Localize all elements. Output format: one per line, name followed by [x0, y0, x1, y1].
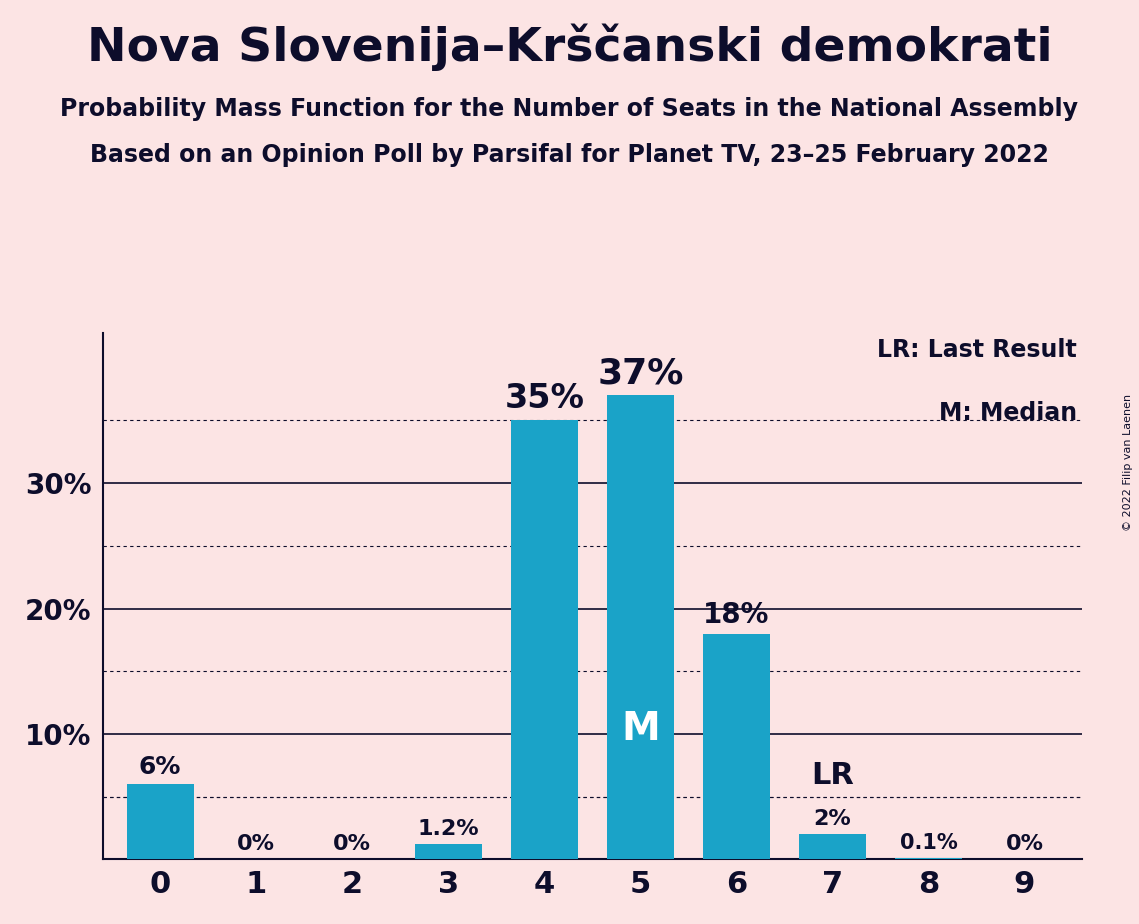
Bar [607, 395, 674, 859]
Text: M: M [621, 711, 659, 748]
Text: Probability Mass Function for the Number of Seats in the National Assembly: Probability Mass Function for the Number… [60, 97, 1079, 121]
Text: 35%: 35% [505, 383, 584, 416]
Text: 2%: 2% [813, 809, 851, 829]
Text: M: Median: M: Median [939, 401, 1077, 425]
Bar [798, 834, 866, 859]
Bar [895, 858, 962, 859]
Bar [703, 634, 770, 859]
Text: Based on an Opinion Poll by Parsifal for Planet TV, 23–25 February 2022: Based on an Opinion Poll by Parsifal for… [90, 143, 1049, 167]
Text: Nova Slovenija–Krščanski demokrati: Nova Slovenija–Krščanski demokrati [87, 23, 1052, 70]
Text: LR: LR [811, 761, 854, 790]
Text: 0%: 0% [334, 834, 371, 855]
Bar [510, 420, 577, 859]
Text: 1.2%: 1.2% [417, 820, 480, 839]
Text: 37%: 37% [597, 357, 683, 390]
Bar [415, 845, 482, 859]
Text: 6%: 6% [139, 755, 181, 779]
Text: 18%: 18% [703, 601, 770, 628]
Text: © 2022 Filip van Laenen: © 2022 Filip van Laenen [1123, 394, 1133, 530]
Text: LR: Last Result: LR: Last Result [877, 338, 1077, 362]
Text: 0%: 0% [1006, 834, 1043, 855]
Text: 0.1%: 0.1% [900, 833, 957, 853]
Text: 0%: 0% [237, 834, 276, 855]
Bar [126, 784, 194, 859]
